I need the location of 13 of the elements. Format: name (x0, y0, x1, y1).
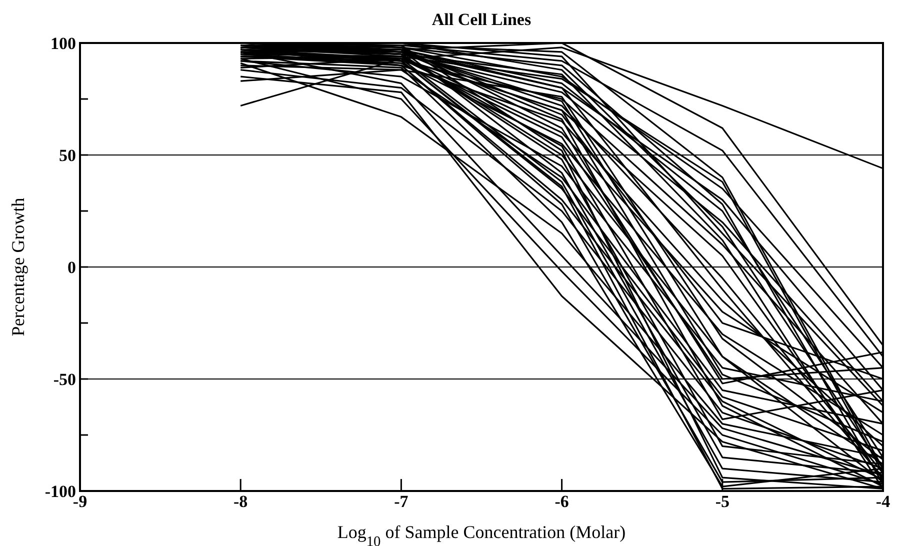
y-axis-title: Percentage Growth (8, 198, 28, 336)
y-tick-label: 50 (59, 146, 76, 165)
x-axis-title: Log$_{10}$ of Sample Concentration (Molar) (337, 522, 626, 546)
y-tick-label: 0 (68, 258, 76, 277)
x-tick-label: -5 (715, 492, 730, 511)
y-tick-label: -50 (53, 370, 76, 389)
chart-title: All Cell Lines (432, 10, 532, 29)
x-tick-label: -7 (394, 492, 409, 511)
x-tick-label: -4 (876, 492, 891, 511)
y-tick-label: 100 (50, 34, 76, 53)
y-tick-label: -100 (44, 482, 76, 501)
x-tick-label: -6 (554, 492, 569, 511)
x-tick-label: -8 (234, 492, 248, 511)
